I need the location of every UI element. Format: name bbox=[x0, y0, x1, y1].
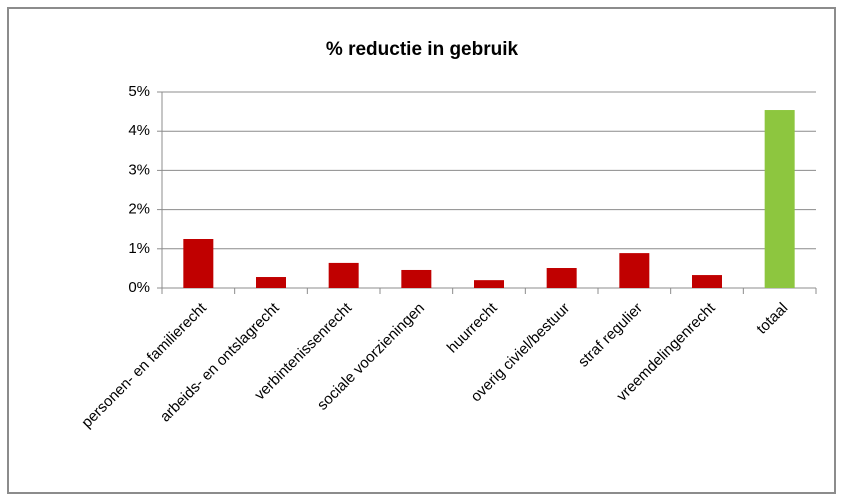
chart-title: % reductie in gebruik bbox=[326, 39, 519, 60]
bar bbox=[328, 262, 359, 288]
chart-frame bbox=[7, 7, 836, 494]
bar bbox=[183, 239, 214, 288]
bar bbox=[256, 277, 286, 288]
bar bbox=[764, 110, 795, 288]
bar bbox=[692, 275, 722, 288]
y-tick-label: 4% bbox=[128, 122, 150, 139]
y-tick-label: 3% bbox=[128, 161, 150, 178]
bar bbox=[474, 280, 504, 288]
y-tick-label: 0% bbox=[128, 279, 150, 296]
bar bbox=[619, 253, 650, 288]
y-tick-label: 2% bbox=[128, 201, 150, 218]
y-tick-label: 1% bbox=[128, 240, 150, 257]
y-tick-label: 5% bbox=[128, 83, 150, 100]
bar bbox=[546, 268, 577, 288]
bar bbox=[401, 269, 432, 288]
